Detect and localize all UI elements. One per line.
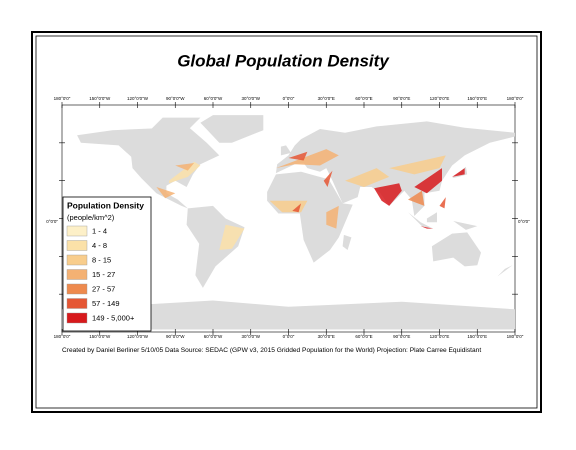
density-area (323, 170, 333, 187)
longitude-label: 30°0'0"W (241, 334, 260, 339)
legend-label: 15 - 27 (92, 270, 115, 279)
legend-swatch (66, 283, 88, 295)
legend-label: 4 - 8 (92, 241, 107, 250)
longitude-label: 30°0'0"E (318, 334, 335, 339)
legend-swatch (66, 269, 88, 280)
density-area (326, 205, 339, 229)
land-layer (62, 115, 515, 330)
density-area (288, 151, 308, 161)
legend-items: 1 - 4 4 - 8 8 - 15 15 - 27 27 - 57 57 - 149 14… (66, 225, 135, 324)
legend: Population Density (people/km^2) 1 - 4 4 … (62, 196, 152, 332)
density-area (275, 149, 339, 169)
landmass (200, 115, 264, 143)
longitude-label: 180°0'0" (507, 334, 524, 339)
longitude-label: 30°0'0"W (241, 96, 260, 101)
landmass (77, 126, 220, 209)
landmass (280, 145, 291, 156)
longitude-label: 150°0'0"W (89, 96, 111, 101)
longitude-label: 180°0'0" (507, 96, 524, 101)
legend-swatch (66, 298, 88, 309)
longitude-label: 0°0'0" (283, 96, 295, 101)
legend-swatch (66, 240, 88, 251)
longitude-label: 90°0'0"E (393, 96, 410, 101)
landmass (267, 171, 353, 263)
longitude-label: 60°0'0"W (204, 96, 223, 101)
density-area (420, 226, 434, 229)
longitude-label: 30°0'0"E (318, 96, 335, 101)
longitude-label: 90°0'0"W (166, 96, 185, 101)
density-area (439, 197, 446, 209)
map-title: Global Population Density (177, 51, 390, 70)
density-area (408, 190, 425, 206)
legend-label: 27 - 57 (92, 284, 115, 293)
legend-subtitle: (people/km^2) (67, 213, 115, 222)
landmass (426, 212, 437, 223)
landmass (453, 221, 478, 230)
longitude-label: 150°0'0"E (467, 334, 487, 339)
credit: Created by Daniel Berliner 5/10/05 Data … (62, 347, 481, 354)
legend-swatch (66, 225, 88, 237)
longitude-label: 0°0'0" (283, 334, 295, 339)
longitude-label: 150°0'0"W (89, 334, 111, 339)
density-area (219, 224, 245, 250)
landmass (342, 234, 352, 250)
density-area (374, 183, 402, 206)
latitude-label: 0°0'0" (518, 219, 530, 224)
longitude-label: 180°0'0" (54, 334, 71, 339)
density-area (414, 168, 442, 194)
legend-title: Population Density (67, 200, 144, 210)
latitude-label: 0°0'0" (46, 219, 58, 224)
longitude-label: 90°0'0"E (393, 334, 410, 339)
longitude-label: 60°0'0"E (355, 334, 372, 339)
density-area (345, 168, 390, 187)
longitude-label: 120°0'0"W (127, 334, 149, 339)
legend-label: 149 - 5,000+ (92, 313, 135, 322)
longitude-label: 60°0'0"W (204, 334, 223, 339)
longitude-label: 120°0'0"E (430, 96, 450, 101)
density-area (452, 168, 465, 177)
graticule: 180°0'0" 180°0'0" 150°0'0"W 150°0'0"W 120°0'… (54, 96, 524, 339)
inner-frame (35, 35, 538, 409)
longitude-label: 120°0'0"E (430, 334, 450, 339)
legend-swatch (66, 312, 88, 324)
longitude-label: 180°0'0" (54, 96, 71, 101)
longitude-label: 60°0'0"E (355, 96, 372, 101)
density-area (389, 155, 446, 175)
longitude-label: 90°0'0"W (166, 334, 185, 339)
landmass (150, 117, 201, 131)
longitude-label: 150°0'0"E (467, 96, 487, 101)
density-area (169, 161, 201, 184)
legend-swatch (66, 254, 88, 266)
landmass (62, 300, 515, 330)
landmass (497, 265, 513, 277)
outer-frame (31, 31, 542, 413)
density-area (292, 203, 302, 213)
longitude-label: 120°0'0"W (127, 96, 149, 101)
legend-label: 1 - 4 (92, 226, 107, 235)
landmass (431, 232, 481, 267)
density-area (156, 187, 176, 199)
legend-label: 57 - 149 (92, 299, 120, 308)
legend-label: 8 - 15 (92, 255, 111, 264)
density-area (175, 163, 195, 171)
